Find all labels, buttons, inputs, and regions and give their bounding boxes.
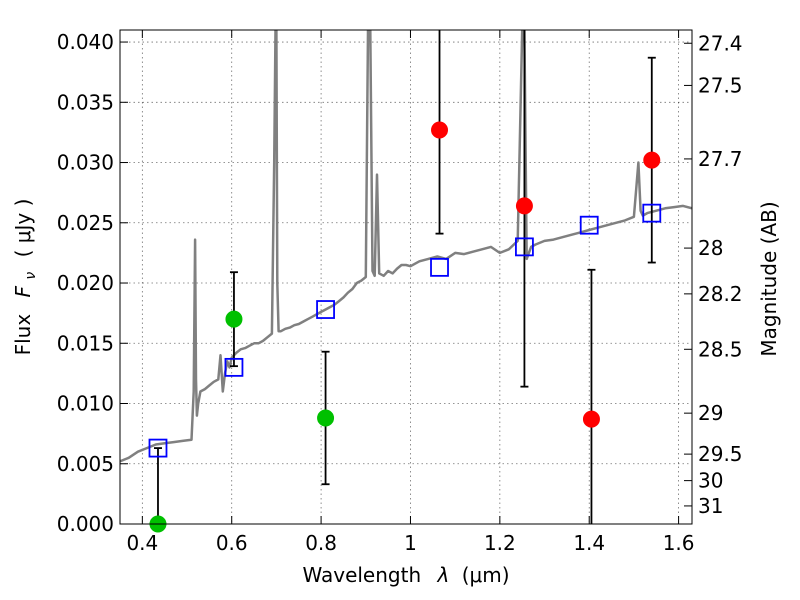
x-tick-label: 1.6	[663, 531, 695, 555]
x-tick-label: 0.6	[216, 531, 248, 555]
y-axis-label: Flux F ν ( μJy )	[11, 199, 40, 356]
x-tick-label: 0.8	[305, 531, 337, 555]
x-axis-label-symbol: λ	[437, 563, 450, 587]
plot-frame	[119, 29, 693, 525]
model-photometry-square	[430, 257, 449, 277]
x-axis-label: Wavelength λ (μm)	[302, 563, 509, 587]
x-tick-label: 1.2	[484, 531, 516, 555]
y-tick-label: 0.035	[57, 90, 114, 114]
detection-point	[317, 409, 335, 427]
grid-layer	[120, 30, 692, 524]
model-photometry-layer	[148, 203, 662, 458]
y-tick-label: 0.000	[57, 512, 114, 536]
upper-limit-point	[643, 151, 661, 169]
y2-axis-label: Magnitude (AB)	[757, 201, 781, 356]
y-tick-label: 0.025	[57, 211, 114, 235]
model-photometry-square	[148, 438, 168, 458]
y2-tick-label: 28.2	[698, 282, 743, 306]
y-tick-label: 0.040	[57, 30, 114, 54]
upper-limit-point	[582, 410, 600, 428]
y2-tick-label: 27.4	[698, 31, 743, 55]
x-tick-label: 0.4	[126, 531, 158, 555]
model-photometry-square	[579, 215, 599, 235]
y-tick-label: 0.020	[57, 271, 114, 295]
y-tick-label: 0.010	[57, 392, 114, 416]
upper-limit-point	[515, 197, 533, 215]
y2-tick-label: 30	[698, 469, 723, 493]
y2-tick-label: 31	[698, 494, 723, 518]
y-tick-label: 0.015	[57, 331, 114, 355]
model-photometry-square	[515, 237, 534, 257]
model-photometry-square	[316, 300, 335, 319]
tick-layer: 0.4 0.6 0.8 1 1.2 1.4 1.6 0.000 0.005 0.010 0.015 0…	[57, 30, 743, 555]
y-axis-label-subscript: ν	[23, 272, 39, 280]
model-photometry-square	[224, 357, 244, 377]
data-point-layer	[149, 121, 661, 533]
upper-limit-point	[431, 121, 449, 139]
y2-tick-label: 29.5	[698, 442, 743, 466]
x-axis-label-main: Wavelength	[302, 563, 421, 587]
y-tick-label: 0.030	[57, 151, 114, 175]
model-spectrum-line	[120, 30, 692, 463]
y2-tick-label: 28.5	[698, 337, 743, 361]
y-axis-label-unit: ( μJy )	[11, 199, 35, 258]
x-tick-label: 1.4	[573, 531, 605, 555]
y2-tick-label: 27.7	[698, 147, 743, 171]
y-axis-label-symbol: F	[11, 285, 35, 297]
y2-tick-label: 27.5	[698, 73, 743, 97]
model-photometry-square	[642, 203, 662, 223]
y2-tick-label: 29	[698, 401, 723, 425]
spectrum-layer	[120, 30, 692, 463]
x-axis-label-unit: (μm)	[462, 563, 510, 587]
x-tick-label: 1	[404, 531, 417, 555]
detection-point	[225, 310, 243, 328]
y-tick-label: 0.005	[57, 452, 114, 476]
y-axis-label-main: Flux	[11, 314, 35, 356]
y2-tick-label: 28	[698, 236, 723, 260]
